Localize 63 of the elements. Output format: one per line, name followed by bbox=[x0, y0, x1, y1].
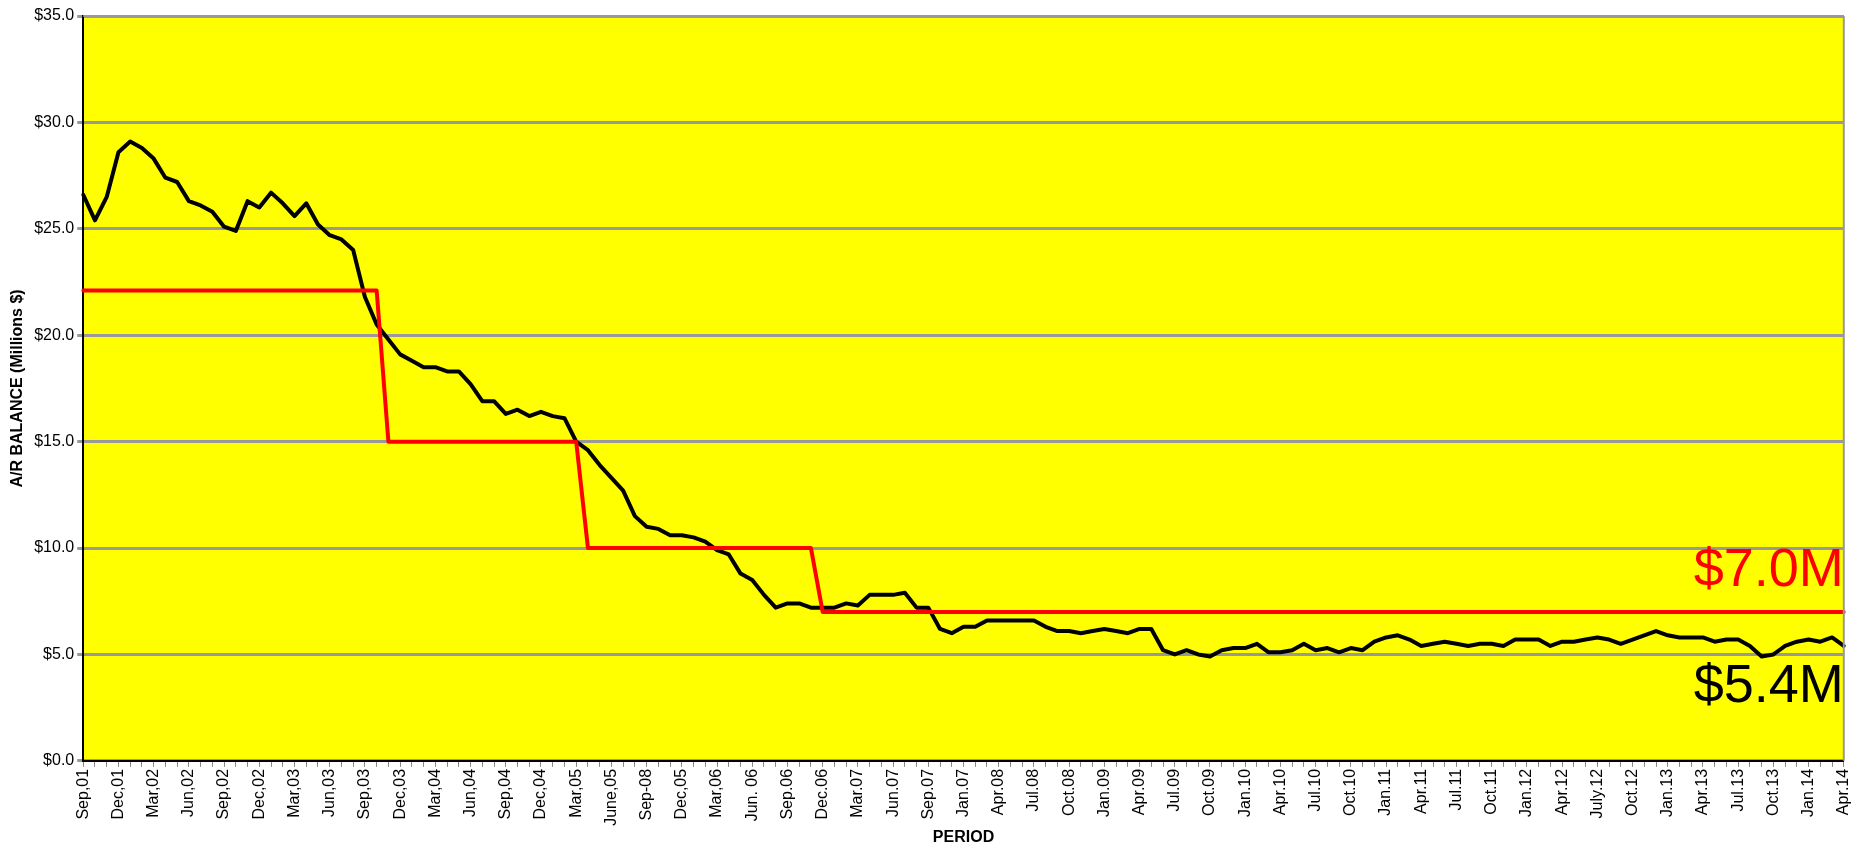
x-axis-title: PERIOD bbox=[932, 827, 995, 845]
x-tick-label: Jul.09 bbox=[1165, 768, 1183, 812]
x-tick-label: Oct.08 bbox=[1059, 768, 1077, 816]
x-tick-label: Apr.13 bbox=[1693, 768, 1711, 816]
x-tick-label: Mar,03 bbox=[284, 768, 302, 818]
x-tick-label: Jan.07 bbox=[953, 768, 971, 817]
y-tick-label: $25.0 bbox=[34, 219, 75, 237]
x-tick-label: Dec,05 bbox=[672, 768, 690, 820]
x-tick-label: Apr.12 bbox=[1552, 768, 1570, 816]
x-tick-label: Jun,03 bbox=[320, 768, 338, 817]
x-tick-label: Apr.08 bbox=[989, 768, 1007, 816]
y-tick-label: $15.0 bbox=[34, 432, 75, 450]
y-axis-title: A/R BALANCE (Millions $) bbox=[8, 289, 26, 488]
x-tick-label: Sep-08 bbox=[637, 768, 655, 821]
x-tick-label: Oct.09 bbox=[1200, 768, 1218, 816]
annotation: $7.0M bbox=[1693, 536, 1844, 597]
x-tick-label: Apr.10 bbox=[1270, 768, 1288, 816]
x-tick-label: Sep,02 bbox=[214, 768, 232, 820]
x-tick-label: Jul.08 bbox=[1024, 768, 1042, 812]
x-tick-label: Sep.06 bbox=[777, 768, 795, 820]
x-tick-label: Dec,04 bbox=[531, 768, 549, 820]
x-tick-label: Jul.13 bbox=[1728, 768, 1746, 812]
y-tick-label: $30.0 bbox=[34, 112, 75, 130]
x-tick-label: Mar,02 bbox=[144, 768, 162, 818]
x-tick-label: Jan.11 bbox=[1376, 768, 1394, 816]
x-tick-label: Sep,04 bbox=[496, 768, 514, 820]
x-tick-label: Jun,04 bbox=[460, 768, 478, 817]
x-tick-label: Mar.07 bbox=[848, 768, 866, 818]
x-tick-label: Dec.06 bbox=[813, 768, 831, 820]
x-tick-label: Jan.14 bbox=[1798, 768, 1816, 817]
x-tick-label: Jan.09 bbox=[1094, 768, 1112, 817]
x-tick-label: Mar,06 bbox=[707, 768, 725, 818]
x-tick-label: Jun,02 bbox=[179, 768, 197, 817]
x-tick-label: Oct.13 bbox=[1763, 768, 1781, 816]
x-tick-label: Oct.11 bbox=[1482, 768, 1500, 815]
x-tick-label: Apr.14 bbox=[1834, 768, 1852, 816]
x-tick-label: Jan.12 bbox=[1517, 768, 1535, 817]
x-tick-label: Apr.11 bbox=[1411, 768, 1429, 814]
x-tick-label: Sep,01 bbox=[73, 768, 91, 820]
x-tick-label: Dec,02 bbox=[249, 768, 267, 820]
x-tick-label: Jun.07 bbox=[883, 768, 901, 817]
y-tick-label: $5.0 bbox=[43, 644, 75, 662]
x-tick-label: Jul.11 bbox=[1446, 768, 1464, 811]
x-tick-label: Jan.10 bbox=[1235, 768, 1253, 817]
x-tick-label: Sep.07 bbox=[918, 768, 936, 820]
x-tick-label: Apr.09 bbox=[1129, 768, 1147, 816]
y-tick-label: $35.0 bbox=[34, 6, 75, 24]
y-tick-label: $0.0 bbox=[43, 751, 75, 769]
x-tick-label: Dec,03 bbox=[390, 768, 408, 820]
x-tick-label: Dec,01 bbox=[108, 768, 126, 820]
annotation: $5.4M bbox=[1693, 652, 1844, 713]
x-tick-label: June,05 bbox=[601, 768, 619, 826]
x-tick-label: Jun. 06 bbox=[742, 768, 760, 822]
x-tick-label: Oct.10 bbox=[1341, 768, 1359, 816]
x-tick-label: Jan.13 bbox=[1658, 768, 1676, 817]
y-tick-label: $10.0 bbox=[34, 538, 75, 556]
x-tick-label: Mar,04 bbox=[425, 768, 443, 818]
x-tick-label: July.12 bbox=[1587, 768, 1605, 819]
x-tick-label: Mar,05 bbox=[566, 768, 584, 818]
x-tick-label: Sep,03 bbox=[355, 768, 373, 820]
x-tick-label: Jul.10 bbox=[1306, 768, 1324, 812]
y-tick-label: $20.0 bbox=[34, 325, 75, 343]
x-tick-label: Oct.12 bbox=[1622, 768, 1640, 816]
